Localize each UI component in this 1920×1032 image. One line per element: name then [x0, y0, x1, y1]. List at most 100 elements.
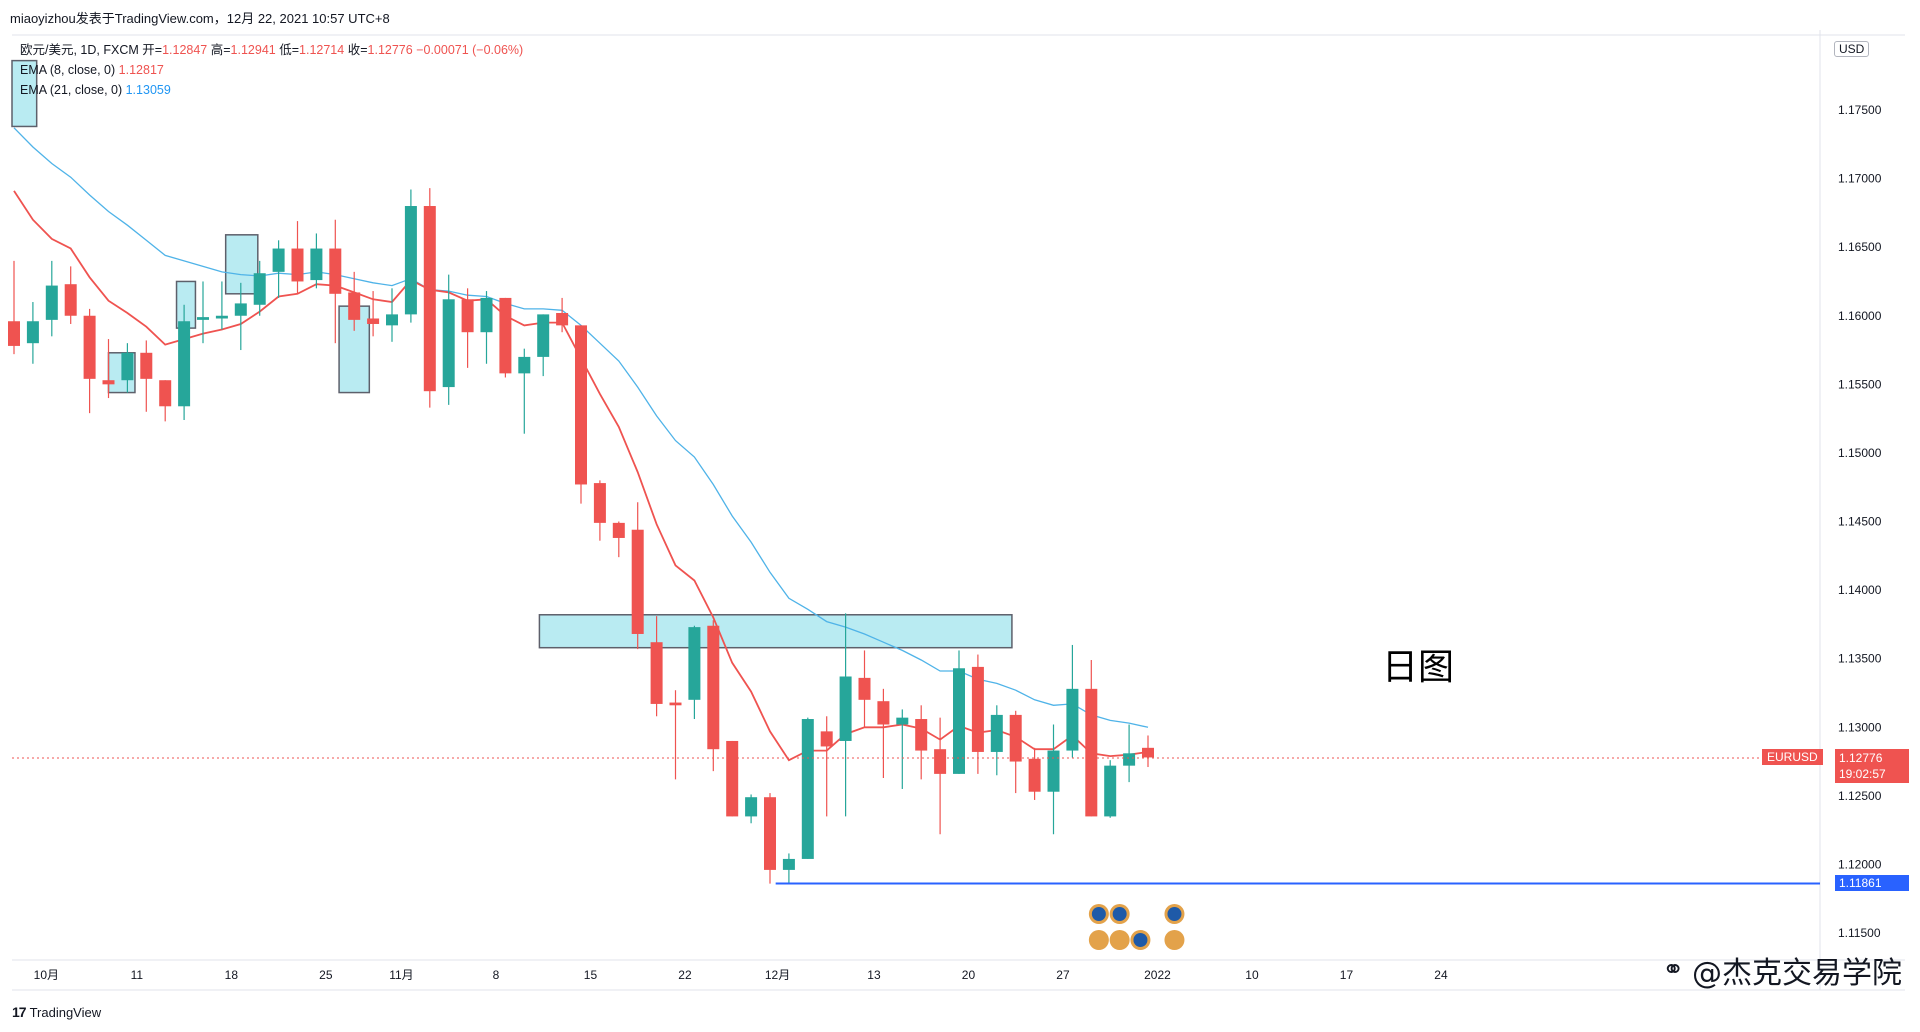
currency-badge[interactable]: USD [1834, 41, 1870, 57]
candle-up [518, 348, 531, 434]
candle-body [1085, 688, 1098, 817]
legend-ema21-row[interactable]: EMA (21, close, 0) 1.13059 [20, 80, 523, 100]
candle-body [650, 642, 663, 704]
daily-chart-annotation[interactable]: 日图 [1382, 647, 1455, 688]
time-tick-label: 20 [962, 968, 976, 982]
resistance-zone [338, 305, 371, 394]
candle-up [839, 613, 852, 817]
candle-down [575, 325, 587, 504]
candle-body [121, 352, 134, 381]
us-flag-event-icon [1088, 930, 1109, 950]
candle-up [480, 291, 493, 364]
time-tick-label: 10月 [34, 968, 59, 982]
candle-body [612, 522, 625, 538]
candle-body [178, 321, 191, 407]
candle-body [423, 206, 436, 392]
candle-up [1104, 760, 1117, 818]
candle-body [820, 731, 833, 747]
candle-down [612, 521, 625, 558]
candle-body [593, 483, 606, 523]
candle-body [726, 740, 739, 817]
time-tick-label: 22 [678, 968, 692, 982]
candle-down [291, 221, 304, 294]
price-axis[interactable]: 1.17500 1.17000 1.16500 1.16000 1.15500 1.150… [1838, 103, 1882, 940]
us-flag-event-icon [1164, 930, 1185, 950]
resistance-zone [224, 234, 259, 295]
time-tick-label: 15 [584, 968, 598, 982]
event-icon-core [1167, 907, 1182, 921]
candle-down [1085, 660, 1098, 817]
candle-body [45, 285, 58, 320]
candle-body [140, 352, 153, 379]
event-icon-core [1112, 933, 1127, 947]
candle-up [404, 189, 417, 323]
time-tick-label: 11 [131, 968, 144, 982]
candle-body [1104, 765, 1117, 817]
time-tick-label: 10 [1245, 968, 1259, 982]
candle-up [782, 853, 795, 884]
time-tick-label: 8 [493, 968, 500, 982]
support-price-tag: 1.11861 [1835, 875, 1909, 891]
candle-body [971, 666, 984, 752]
time-tick-label: 17 [1340, 968, 1354, 982]
candle-body [234, 303, 247, 316]
time-axis[interactable]: 10月 11 18 25 11月 8 15 22 12月 13 20 27 2022 10 17 24 [34, 968, 1448, 982]
price-tick-label: 1.17500 [1838, 103, 1882, 117]
candle-up [953, 650, 965, 774]
candle-down [971, 654, 984, 774]
candle-down [159, 380, 172, 422]
price-levels[interactable] [12, 757, 1820, 885]
candle-body [215, 315, 228, 319]
candle-down [820, 716, 833, 817]
economic-events[interactable] [1088, 904, 1185, 950]
rectangle-zones[interactable] [11, 59, 1013, 649]
candle-body [518, 356, 531, 374]
candle-up [1047, 724, 1060, 835]
candle-body [953, 668, 965, 774]
ohlc-open: 开=1.12847 [142, 43, 208, 57]
candle-body [896, 717, 909, 725]
last-price-value: 1.12776 [1839, 751, 1883, 765]
ohlc-high: 高=1.12941 [210, 43, 276, 57]
price-tick-label: 1.14500 [1838, 515, 1882, 529]
candle-up [121, 343, 134, 393]
candle-down [8, 260, 20, 355]
candle-down [669, 690, 682, 780]
tradingview-logo[interactable]: 17 TradingView [12, 1004, 101, 1020]
candle-body [990, 714, 1003, 752]
candle-up [197, 281, 209, 344]
event-icon-ring [1088, 904, 1109, 924]
candle-body [386, 314, 398, 326]
publisher-header: miaoyizhou发表于TradingView.com，12月 22, 202… [10, 11, 390, 26]
candle-body [915, 719, 928, 751]
author-credit-text: @杰克交易学院 [1692, 956, 1902, 991]
legend-ema8-row[interactable]: EMA (8, close, 0) 1.12817 [20, 60, 523, 80]
candle-body [537, 314, 550, 357]
eu-flag-event-icon [1130, 930, 1151, 950]
candle-body [64, 284, 77, 316]
candle-up [1066, 644, 1079, 758]
candle-body [197, 317, 209, 320]
candle-body [310, 248, 323, 281]
author-credit: ⚭ @杰克交易学院 [1662, 948, 1902, 992]
candle-body [26, 321, 39, 344]
candle-up [215, 281, 228, 330]
time-tick-label: 18 [225, 968, 239, 982]
candle-down [707, 620, 720, 772]
ohlc-close: 收=1.12776 [347, 43, 413, 57]
candle-up [745, 794, 758, 824]
candle-down [423, 188, 436, 408]
candle-body [801, 719, 814, 859]
price-tick-label: 1.11500 [1838, 926, 1881, 940]
candle-body [367, 318, 380, 324]
event-icon-ring [1088, 930, 1109, 950]
candle-body [499, 297, 512, 374]
event-icon-core [1091, 907, 1106, 921]
candle-body [159, 380, 172, 407]
symbol-label[interactable]: 欧元/美元, 1D, FXCM [20, 43, 139, 57]
candle-down [348, 271, 361, 331]
candlesticks [8, 188, 1154, 884]
candle-up [896, 709, 909, 789]
candle-down [329, 219, 342, 344]
